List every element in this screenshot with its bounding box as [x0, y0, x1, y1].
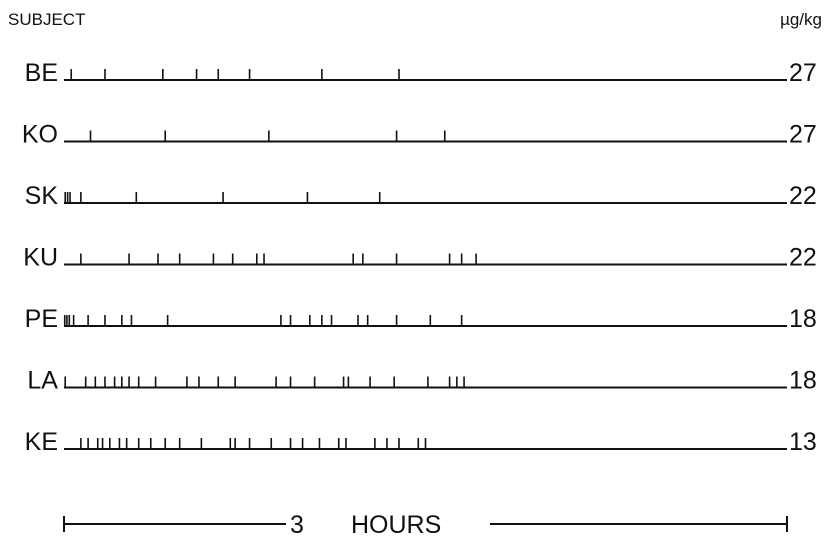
scale-bar: 3 HOURS — [63, 511, 788, 538]
subject-row-ke: KE 13 — [25, 428, 817, 456]
subject-row-ku: KU 22 — [23, 244, 817, 272]
subject-row-be: BE 27 — [25, 59, 817, 87]
subject-label: KU — [23, 244, 58, 272]
subject-rows: BE 27 KO 27 SK 22 KU 22 PE 18 LA 18 KE 13 — [22, 59, 817, 456]
subject-label: KO — [22, 121, 58, 149]
dose-label: 18 — [789, 305, 817, 333]
dose-label: 13 — [789, 428, 817, 456]
subject-label: KE — [25, 428, 58, 456]
scale-bar-value: 3 — [290, 511, 304, 538]
dose-unit-header: µg/kg — [780, 10, 822, 29]
subject-row-ko: KO 27 — [22, 121, 817, 149]
subject-row-la: LA 18 — [27, 367, 816, 395]
subject-label: BE — [25, 59, 58, 87]
subject-label: LA — [27, 367, 58, 395]
subject-label: SK — [25, 182, 59, 210]
dose-label: 22 — [789, 244, 817, 272]
subject-header: SUBJECT — [8, 10, 85, 29]
subject-row-pe: PE 18 — [25, 305, 817, 333]
subject-row-sk: SK 22 — [25, 182, 817, 210]
dose-label: 18 — [789, 367, 817, 395]
dose-label: 27 — [789, 59, 817, 87]
dose-label: 27 — [789, 121, 817, 149]
subject-label: PE — [25, 305, 58, 333]
dose-label: 22 — [789, 182, 817, 210]
scale-bar-label: HOURS — [351, 511, 441, 538]
